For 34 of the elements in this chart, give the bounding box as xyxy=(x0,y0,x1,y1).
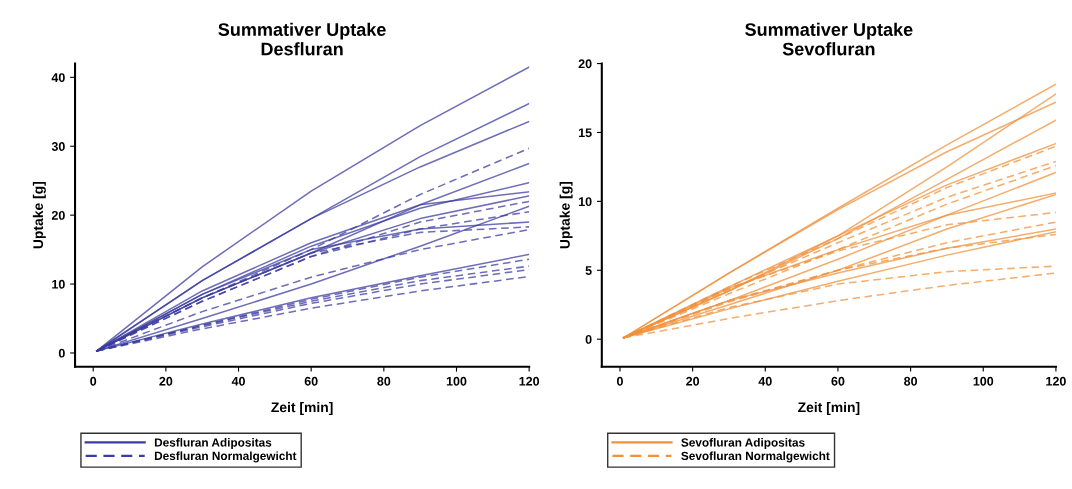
x-tick-label: 40 xyxy=(231,376,245,386)
x-tick-label: 60 xyxy=(831,376,845,386)
y-axis-title: Uptake [g] xyxy=(559,181,573,249)
x-tick-label: 120 xyxy=(1046,376,1066,386)
legend-label: Sevofluran Normalgewicht xyxy=(681,451,830,463)
legend-label: Desfluran Normalgewicht xyxy=(154,451,297,463)
y-tick-label: 0 xyxy=(585,334,592,344)
x-tick-label: 60 xyxy=(304,376,318,386)
y-tick-label: 0 xyxy=(58,348,65,358)
legend-label: Desfluran Adipositas xyxy=(154,438,272,450)
y-tick-label: 30 xyxy=(51,142,65,151)
legend-label: Sevofluran Adipositas xyxy=(681,438,805,450)
x-tick-label: 100 xyxy=(446,376,467,386)
chart-title: Summativer Uptake Sevofluran xyxy=(745,22,913,56)
x-axis-title: Zeit [min] xyxy=(271,402,333,415)
y-tick-label: 20 xyxy=(51,210,65,220)
x-tick-label: 80 xyxy=(377,376,391,386)
y-tick-label: 5 xyxy=(585,266,592,275)
y-tick-label: 40 xyxy=(51,73,65,82)
chart-title: Summativer Uptake Desfluran xyxy=(218,22,386,56)
x-tick-label: 0 xyxy=(616,376,623,386)
y-axis-title: Uptake [g] xyxy=(32,181,46,249)
y-tick-label: 10 xyxy=(578,197,592,207)
x-axis-title: Zeit [min] xyxy=(798,402,860,415)
x-tick-label: 40 xyxy=(758,376,772,386)
y-tick-label: 10 xyxy=(52,279,65,289)
x-tick-label: 20 xyxy=(159,376,173,386)
x-tick-label: 20 xyxy=(686,376,700,386)
x-tick-label: 100 xyxy=(973,376,994,386)
x-tick-label: 80 xyxy=(904,376,918,386)
x-tick-label: 0 xyxy=(90,376,97,386)
x-tick-label: 120 xyxy=(519,376,540,386)
y-tick-label: 20 xyxy=(578,59,592,69)
y-tick-label: 15 xyxy=(578,128,592,138)
